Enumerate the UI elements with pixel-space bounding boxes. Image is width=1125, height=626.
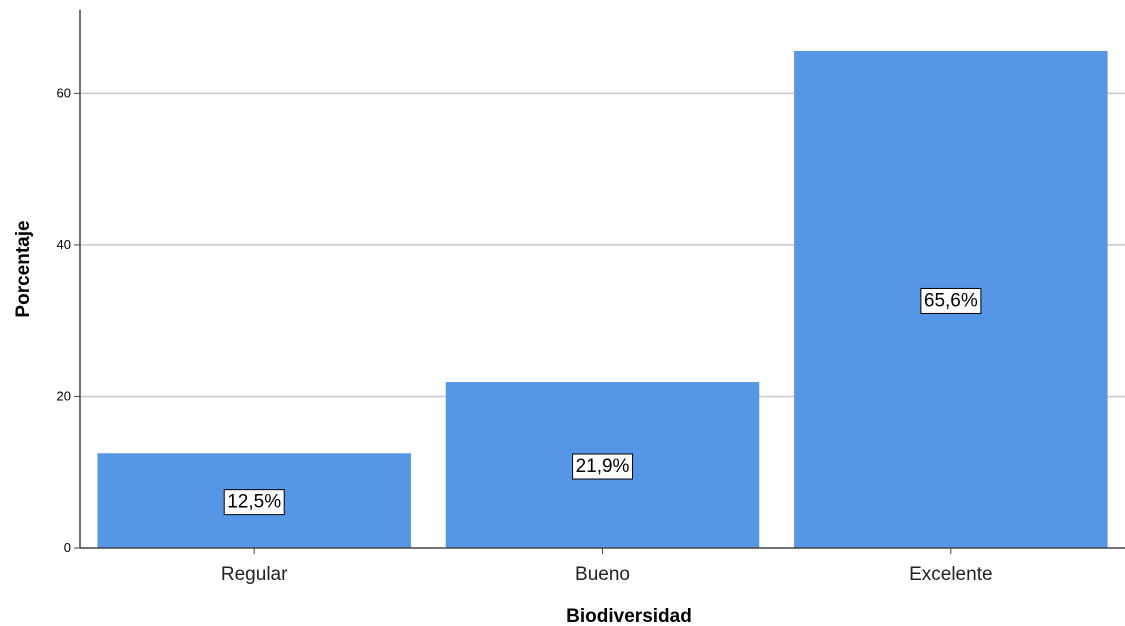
data-label-box [572, 453, 634, 480]
y-tick-label: 60 [57, 85, 71, 100]
y-axis-title: Porcentaje [13, 220, 34, 317]
x-tick-label: Excelente [909, 564, 992, 585]
data-label-box [920, 287, 982, 314]
data-label: 12,5% [223, 489, 285, 516]
data-label-text: 21,9% [576, 456, 630, 477]
y-tick-labels: 0 20 40 60 [57, 85, 71, 555]
x-tick-label: Bueno [575, 564, 630, 585]
data-label-text: 12,5% [227, 492, 281, 513]
x-axis-title: Biodiversidad [566, 606, 692, 626]
data-label: 65,6% [920, 287, 982, 314]
axes [74, 10, 1125, 554]
y-tick-label: 0 [64, 540, 71, 555]
x-tick-labels: Regular Bueno Excelente [221, 564, 993, 585]
data-label: 21,9% [572, 453, 634, 480]
data-label-box [223, 489, 285, 516]
data-labels: 12,5% 21,9% 65,6% [223, 287, 982, 516]
y-tick-label: 40 [57, 237, 71, 252]
data-label-text: 65,6% [924, 290, 978, 311]
y-tick-label: 20 [57, 388, 71, 403]
x-tick-label: Regular [221, 564, 288, 585]
